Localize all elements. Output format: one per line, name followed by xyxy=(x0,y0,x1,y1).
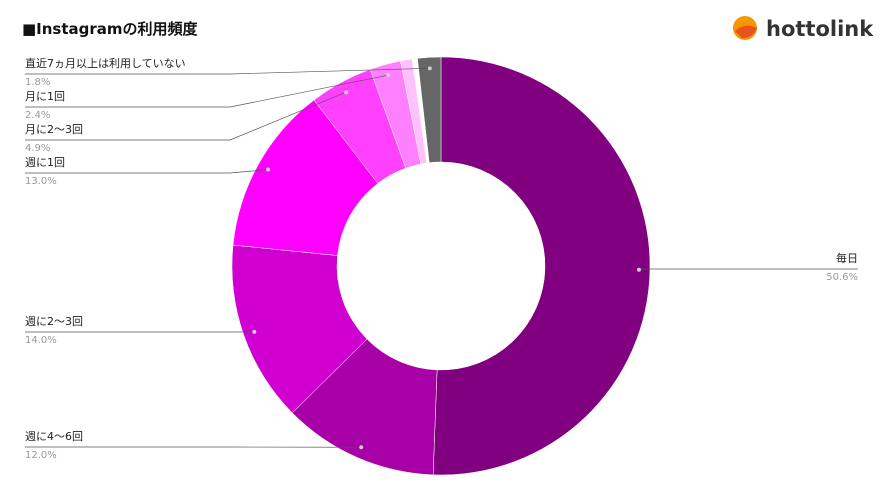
slice-label: 月に1回 xyxy=(25,90,65,103)
leader-line xyxy=(25,169,269,174)
value-label: 4.9% xyxy=(25,143,50,154)
value-label: 13.0% xyxy=(25,176,57,187)
leader-dot xyxy=(636,267,641,272)
value-label: 2.4% xyxy=(25,110,50,121)
value-label: 1.8% xyxy=(25,77,50,88)
leader-dot xyxy=(252,329,257,334)
leader-line xyxy=(638,268,858,270)
logo: hottolink xyxy=(733,16,874,41)
leader-line xyxy=(25,67,430,75)
leader-dot xyxy=(266,167,271,172)
logo-text: hottolink xyxy=(766,17,874,41)
leader-line xyxy=(25,91,347,141)
slice-label: 週に2〜3回 xyxy=(25,315,83,328)
leader-line xyxy=(25,74,389,108)
value-label: 50.6% xyxy=(826,272,858,283)
slice-label: 月に2〜3回 xyxy=(25,123,83,136)
value-label: 12.0% xyxy=(25,450,57,461)
chart-title: ■Instagramの利用頻度 xyxy=(22,20,199,38)
slice-label: 週に4〜6回 xyxy=(25,430,83,443)
logo-icon-part xyxy=(735,25,757,39)
leader-dot xyxy=(344,90,349,95)
slice xyxy=(232,99,379,256)
slice xyxy=(417,56,442,163)
leader-dot xyxy=(359,445,364,450)
leader-dot xyxy=(427,66,432,71)
slice xyxy=(432,56,651,476)
leader-dot xyxy=(386,73,391,78)
slice-label: 毎日 xyxy=(836,252,858,265)
slice xyxy=(231,244,368,414)
value-label: 14.0% xyxy=(25,335,57,346)
slice-label: 週に1回 xyxy=(25,156,65,169)
slice-label: 直近7ヵ月以上は利用していない xyxy=(25,56,186,70)
